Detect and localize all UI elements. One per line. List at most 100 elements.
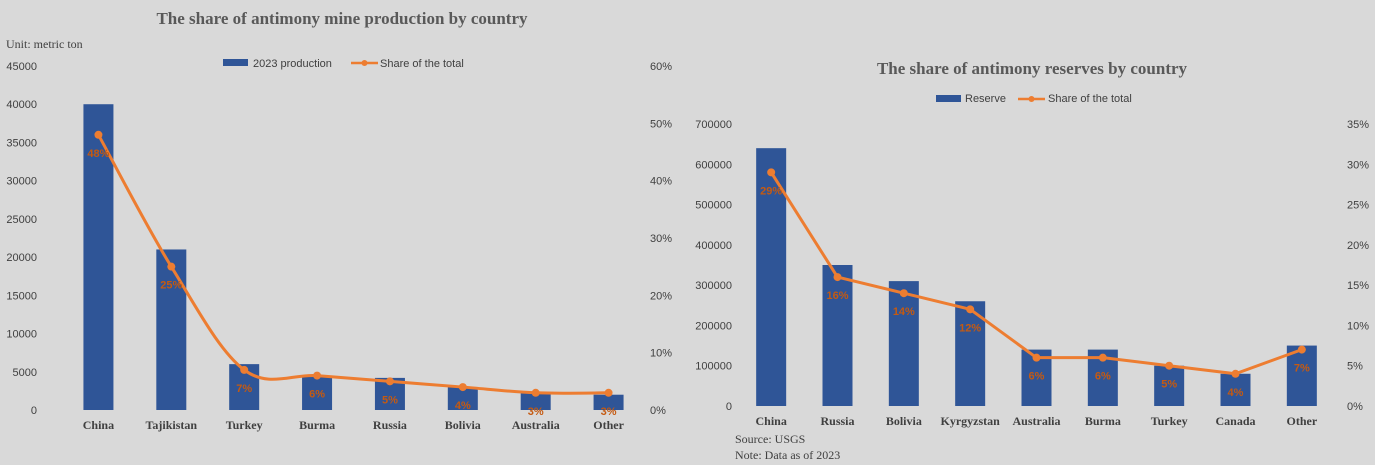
category-label: Burma: [299, 418, 335, 432]
right-axis-tick-label: 15%: [1347, 280, 1369, 292]
share-point-bolivia: [458, 383, 467, 392]
left-axis-tick-label: 30000: [6, 176, 37, 188]
share-point-burma: [313, 371, 322, 380]
share-point-australia: [531, 388, 540, 397]
left-axis-tick-label: 100000: [695, 361, 732, 373]
share-data-label: 6%: [1029, 371, 1045, 383]
share-data-label: 3%: [601, 406, 617, 418]
bar-burma: [302, 375, 333, 410]
bar-canada: [1220, 373, 1251, 406]
share-data-label: 7%: [1294, 363, 1310, 375]
category-label: Bolivia: [886, 414, 922, 428]
legend-production-label: 2023 production: [253, 58, 332, 70]
bar-other: [593, 394, 624, 410]
left-axis-tick-label: 10000: [6, 329, 37, 341]
production-chart-title: The share of antimony mine production by…: [156, 9, 528, 28]
right-axis-tick-label: 0%: [1347, 401, 1363, 413]
right-axis-tick-label: 25%: [1347, 200, 1369, 212]
bar-other: [1286, 345, 1317, 406]
share-point-china: [767, 168, 776, 177]
reserves-chart: 0 100000 200000 300000 400000 500000 600000 700…: [695, 119, 1369, 428]
share-data-label: 25%: [160, 280, 182, 292]
category-label: Australia: [1013, 414, 1061, 428]
share-data-label: 6%: [309, 389, 325, 401]
category-label: Tajikistan: [146, 418, 198, 432]
left-axis-tick-label: 20000: [6, 252, 37, 264]
category-label: Turkey: [1151, 414, 1188, 428]
share-point-tajikistan: [167, 262, 176, 271]
left-axis-tick-label: 25000: [6, 214, 37, 226]
share-point-turkey: [1165, 361, 1174, 370]
left-axis-tick-label: 500000: [695, 200, 732, 212]
category-label: Turkey: [226, 418, 263, 432]
right-axis-tick-label: 35%: [1347, 119, 1369, 131]
left-axis-tick-label: 200000: [695, 320, 732, 332]
share-point-other: [1297, 345, 1306, 354]
right-axis-tick-label: 50%: [650, 118, 672, 130]
category-label: Bolivia: [445, 418, 481, 432]
reserves-chart-title: The share of antimony reserves by countr…: [877, 59, 1188, 78]
legend-line-marker: [361, 60, 368, 66]
left-axis-tick-label: 600000: [695, 159, 732, 171]
production-unit-label: Unit: metric ton: [6, 37, 83, 51]
share-data-label: 12%: [959, 322, 981, 334]
right-axis-tick-label: 30%: [650, 233, 672, 245]
category-label: Australia: [512, 418, 560, 432]
data-date-note: Note: Data as of 2023: [735, 448, 841, 462]
legend-share-label: Share of the total: [380, 58, 464, 70]
legend-reserve-label: Reserve: [965, 93, 1006, 105]
share-data-label: 16%: [826, 290, 848, 302]
share-data-label: 5%: [1161, 379, 1177, 391]
category-label: Russia: [820, 414, 854, 428]
share-point-kyrgyzstan: [966, 305, 975, 314]
right-axis-tick-label: 0%: [650, 405, 666, 417]
production-legend: 2023 production Share of the total: [223, 58, 464, 70]
left-axis-tick-label: 0: [726, 401, 732, 413]
share-point-russia: [833, 273, 842, 282]
bar-australia: [520, 393, 551, 410]
share-data-label: 14%: [893, 306, 915, 318]
bar-bolivia: [888, 281, 919, 406]
left-axis-tick-label: 35000: [6, 137, 37, 149]
left-axis-tick-label: 0: [31, 405, 37, 417]
category-label: Russia: [373, 418, 407, 432]
share-point-russia: [385, 377, 394, 386]
bar-bolivia: [447, 387, 478, 410]
share-point-china: [94, 130, 103, 139]
right-axis-tick-label: 10%: [650, 348, 672, 360]
legend-line-marker: [1028, 96, 1035, 102]
share-data-label: 4%: [455, 400, 471, 412]
left-axis-tick-label: 5000: [13, 367, 37, 379]
right-axis-tick-label: 10%: [1347, 320, 1369, 332]
category-label: Kyrgyzstan: [941, 414, 1001, 428]
right-axis-tick-label: 5%: [1347, 361, 1363, 373]
share-data-label: 29%: [760, 185, 782, 197]
category-label: Burma: [1085, 414, 1121, 428]
production-chart: 0 5000 10000 15000 20000 25000 30000 35000 40000…: [6, 61, 672, 432]
bar-russia: [822, 265, 853, 406]
source-note: Source: USGS: [735, 432, 806, 446]
share-data-label: 3%: [528, 406, 544, 418]
reserves-legend: Reserve Share of the total: [936, 93, 1132, 105]
share-data-label: 48%: [87, 148, 109, 160]
right-axis-tick-label: 60%: [650, 61, 672, 73]
share-point-burma: [1098, 353, 1107, 362]
bar-turkey: [1154, 365, 1185, 406]
share-point-turkey: [240, 365, 249, 374]
bar-tajikistan: [156, 249, 187, 410]
category-label: Canada: [1215, 414, 1255, 428]
category-label: China: [83, 418, 114, 432]
right-axis-tick-label: 30%: [1347, 159, 1369, 171]
share-point-bolivia: [899, 289, 908, 298]
share-point-other: [604, 388, 613, 397]
left-axis-tick-label: 700000: [695, 119, 732, 131]
right-axis-tick-label: 40%: [650, 176, 672, 188]
legend-share-label: Share of the total: [1048, 93, 1132, 105]
share-data-label: 4%: [1228, 387, 1244, 399]
legend-bar-swatch: [936, 95, 961, 102]
share-data-label: 6%: [1095, 371, 1111, 383]
category-label: Other: [593, 418, 624, 432]
share-data-label: 7%: [236, 383, 252, 395]
right-axis-tick-label: 20%: [650, 290, 672, 302]
